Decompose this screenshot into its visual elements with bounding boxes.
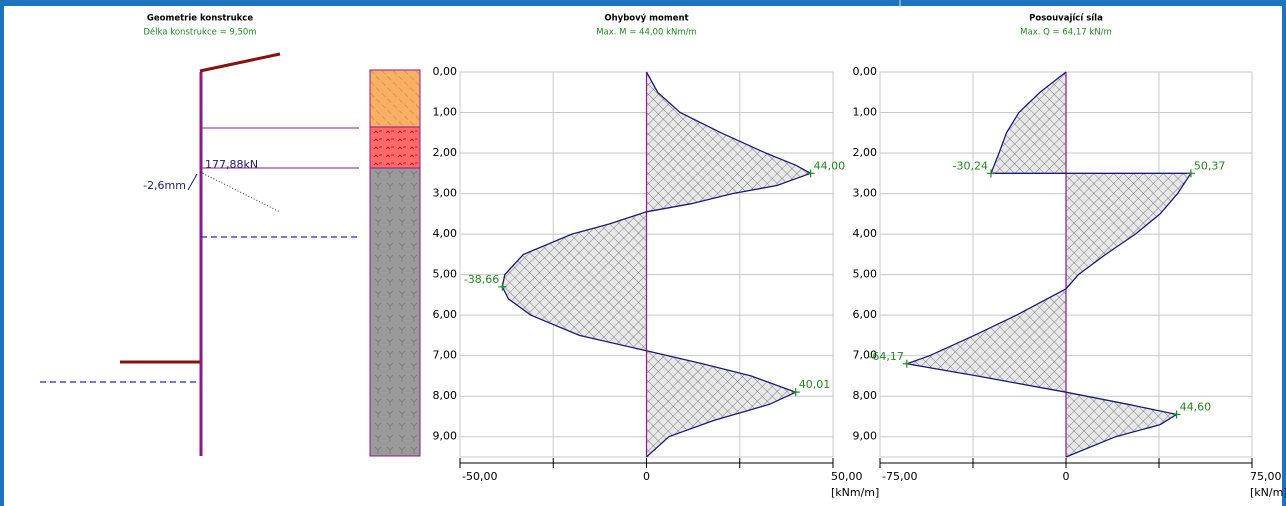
x-tick-label: 0 <box>643 470 650 483</box>
chart-subtitle: Max. M = 44,00 kNm/m <box>596 28 697 38</box>
chart-title: Ohybový moment <box>604 14 688 24</box>
x-tick-label: -50,00 <box>462 470 497 483</box>
peak-label: 40,01 <box>799 378 831 391</box>
chart-subtitle: Max. Q = 64,17 kN/m <box>1020 28 1112 38</box>
x-tick-label: 50,00 <box>831 470 863 483</box>
y-tick-label: 0,00 <box>433 65 458 78</box>
y-tick-label: 9,00 <box>853 430 878 443</box>
x-tick-label: 0 <box>1063 470 1070 483</box>
displacement-tick <box>188 174 197 190</box>
displacement-label: -2,6mm <box>143 179 186 192</box>
y-tick-label: 1,00 <box>853 106 878 119</box>
x-tick-label: -75,00 <box>882 470 917 483</box>
anchor-force-label: 177,88kN <box>205 158 258 171</box>
peak-label: 44,60 <box>1180 400 1212 413</box>
y-tick-label: 4,00 <box>433 227 458 240</box>
x-axis-label: [kNm/m] <box>831 486 879 499</box>
y-tick-label: 2,00 <box>853 146 878 159</box>
y-tick-label: 1,00 <box>433 106 458 119</box>
y-tick-label: 5,00 <box>433 268 458 281</box>
anchor-top <box>200 54 280 71</box>
geometry-subtitle: Délka konstrukce = 9,50m <box>143 27 256 38</box>
y-tick-label: 6,00 <box>433 308 458 321</box>
right-frame <box>1282 0 1286 506</box>
y-tick-label: 3,00 <box>433 187 458 200</box>
area-fill <box>907 72 1191 457</box>
peak-label: 50,37 <box>1194 159 1226 172</box>
geometry-title: Geometrie konstrukce <box>147 14 253 24</box>
peak-label: -30,24 <box>953 159 988 172</box>
geometry-panel: Geometrie konstrukce Délka konstrukce = … <box>40 14 420 457</box>
y-tick-label: 8,00 <box>433 389 458 402</box>
peak-marker <box>903 360 911 368</box>
peak-label: 44,00 <box>814 159 846 172</box>
y-tick-label: 2,00 <box>433 146 458 159</box>
chart-title: Posouvající síla <box>1029 14 1103 24</box>
y-tick-label: 7,00 <box>433 349 458 362</box>
y-tick-label: 8,00 <box>853 389 878 402</box>
soil-layer <box>370 70 420 127</box>
area-fill <box>502 72 810 457</box>
y-tick-label: 0,00 <box>853 65 878 78</box>
x-tick-label: 75,00 <box>1250 470 1282 483</box>
left-frame <box>0 0 4 506</box>
top-bar <box>0 0 1286 6</box>
anchor-line <box>200 172 280 212</box>
soil-layer <box>370 127 420 168</box>
peak-label: -38,66 <box>464 273 499 286</box>
y-tick-label: 3,00 <box>853 187 878 200</box>
peak-label: -64,17 <box>868 350 903 363</box>
y-tick-label: 6,00 <box>853 308 878 321</box>
y-tick-label: 4,00 <box>853 227 878 240</box>
y-tick-label: 9,00 <box>433 430 458 443</box>
y-tick-label: 5,00 <box>853 268 878 281</box>
screen: Geometrie konstrukce Délka konstrukce = … <box>0 0 1286 506</box>
soil-layer <box>370 168 420 456</box>
x-axis-label: [kN/m] <box>1250 486 1286 499</box>
